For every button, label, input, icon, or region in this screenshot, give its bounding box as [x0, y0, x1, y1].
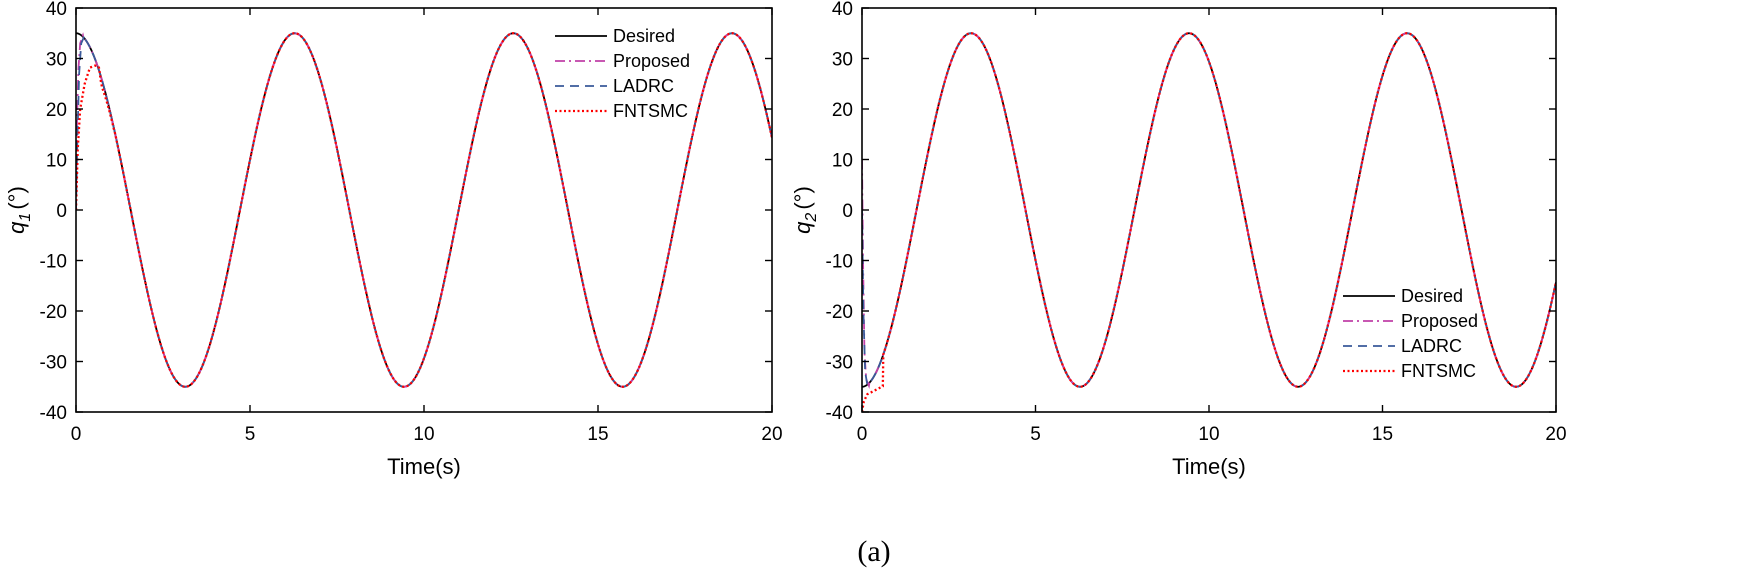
y-tick-label: 30 — [832, 50, 853, 71]
legend: Desired Proposed LADRC FNTSMC — [555, 26, 690, 121]
x-tick-label: 0 — [857, 424, 868, 445]
legend-label-proposed: Proposed — [613, 51, 690, 71]
y-tick-label: -10 — [40, 252, 67, 273]
figure-caption: (a) — [857, 535, 890, 568]
chart-panel-q1: 0 5 10 15 20 -40 -30 -20 -10 0 10 20 30 40 Time(s) q1 (°… — [4, 0, 783, 479]
y-axis-symbol: q — [4, 221, 29, 234]
y-axis-subscript: 2 — [803, 213, 820, 223]
y-tick-label: 10 — [46, 151, 67, 172]
legend-label-fntsmc: FNTSMC — [1401, 361, 1476, 381]
series-line-fntsmc — [76, 32, 772, 388]
y-tick-label: -20 — [40, 302, 67, 323]
legend-label-ladrc: LADRC — [613, 76, 674, 96]
y-tick-label: 10 — [832, 151, 853, 172]
y-axis-symbol: q — [790, 221, 815, 234]
series-line-desired — [862, 32, 1556, 388]
y-tick-label: 40 — [46, 0, 67, 20]
y-tick-label: 30 — [46, 50, 67, 71]
y-tick-label: 0 — [56, 201, 67, 222]
y-axis-unit: (°) — [4, 186, 29, 209]
y-tick-label: 0 — [842, 201, 853, 222]
series-line-ladrc — [862, 32, 1556, 388]
legend-label-desired: Desired — [613, 26, 675, 46]
series-line-proposed — [862, 32, 1556, 389]
y-tick-label: -40 — [40, 403, 67, 424]
x-tick-label: 20 — [761, 424, 782, 445]
y-tick-label: -40 — [826, 403, 853, 424]
y-tick-label: 20 — [832, 100, 853, 121]
x-tick-label: 0 — [71, 424, 82, 445]
legend: Desired Proposed LADRC FNTSMC — [1343, 286, 1478, 381]
x-tick-label: 10 — [1198, 424, 1219, 445]
legend-label-fntsmc: FNTSMC — [613, 101, 688, 121]
x-axis-label: Time(s) — [1172, 454, 1246, 479]
y-tick-label: -20 — [826, 302, 853, 323]
x-tick-label: 15 — [1372, 424, 1393, 445]
y-tick-label: 40 — [832, 0, 853, 20]
y-axis-label: q2 (°) — [790, 186, 820, 234]
legend-label-desired: Desired — [1401, 286, 1463, 306]
x-tick-label: 20 — [1545, 424, 1566, 445]
x-axis-label: Time(s) — [387, 454, 461, 479]
series-lines — [76, 31, 772, 388]
x-tick-label: 10 — [413, 424, 434, 445]
y-tick-label: -30 — [40, 353, 67, 374]
x-tick-label: 5 — [245, 424, 256, 445]
y-tick-label: -10 — [826, 252, 853, 273]
y-tick-label: -30 — [826, 353, 853, 374]
legend-label-proposed: Proposed — [1401, 311, 1478, 331]
y-axis-label: q1 (°) — [4, 186, 34, 234]
chart-panel-q2: 0 5 10 15 20 -40 -30 -20 -10 0 10 20 30 40 Time(s) q2 (°… — [790, 0, 1567, 479]
series-lines — [862, 32, 1556, 412]
y-axis-subscript: 1 — [17, 213, 34, 222]
x-tick-label: 5 — [1030, 424, 1041, 445]
x-tick-label: 15 — [587, 424, 608, 445]
legend-label-ladrc: LADRC — [1401, 336, 1462, 356]
y-tick-label: 20 — [46, 100, 67, 121]
y-axis-unit: (°) — [790, 186, 815, 209]
series-line-fntsmc — [862, 32, 1556, 412]
